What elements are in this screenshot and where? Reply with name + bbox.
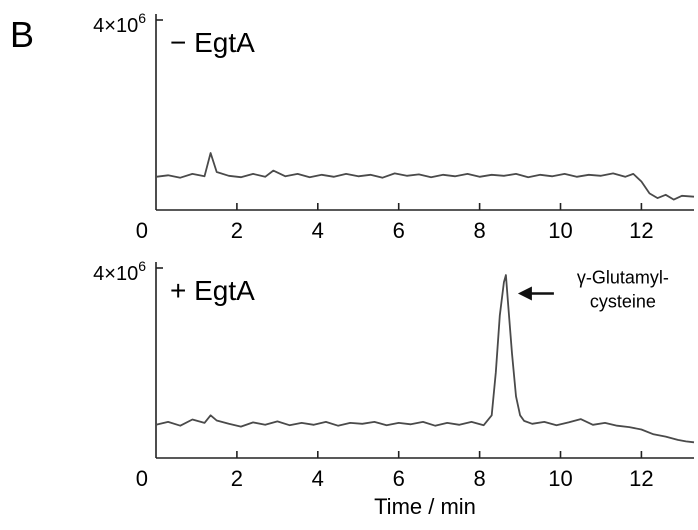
x-tick-label: 10: [548, 218, 572, 243]
x-tick-label: 2: [231, 466, 243, 491]
annotation-arrow-head: [517, 286, 532, 301]
x-axis-title: Time / min: [374, 494, 476, 519]
series-line: [155, 274, 695, 444]
x-tick-label: 12: [629, 466, 653, 491]
x-tick-label: 6: [393, 466, 405, 491]
y-min-label: 0: [136, 466, 148, 491]
y-min-label: 0: [136, 218, 148, 243]
y-max-label: 4×106: [93, 258, 146, 285]
annotation-line-2: cysteine: [590, 292, 656, 312]
x-tick-label: 8: [473, 218, 485, 243]
x-tick-label: 4: [312, 466, 324, 491]
series-line: [155, 152, 695, 201]
annotation-line-1: γ-Glutamyl-: [577, 268, 669, 288]
y-max-label: 4×106: [93, 10, 146, 37]
x-tick-label: 2: [231, 218, 243, 243]
chart-panel-minus-egta: 4×106 0 2 4 6 8 10 12 − EgtA: [93, 10, 695, 243]
x-tick-label: 8: [473, 466, 485, 491]
panel-label: − EgtA: [170, 27, 255, 58]
x-tick-label: 10: [548, 466, 572, 491]
panel-label: + EgtA: [170, 275, 255, 306]
x-tick-label: 12: [629, 218, 653, 243]
x-tick-label: 4: [312, 218, 324, 243]
panel-letter: B: [10, 14, 34, 55]
x-tick-label: 6: [393, 218, 405, 243]
chart-panel-plus-egta: 4×106 0 2 4 6 8 10 12 + EgtA γ-Glutamyl-cysteine T…: [93, 258, 695, 519]
